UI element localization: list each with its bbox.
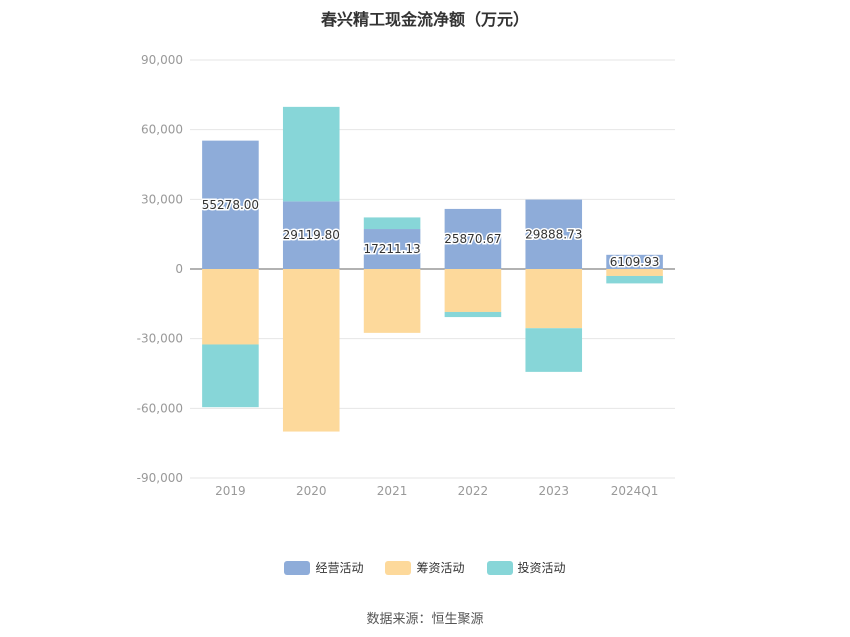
data-label: 17211.13 [363, 242, 420, 256]
bar-segment [525, 328, 583, 372]
legend-swatch [385, 560, 412, 575]
x-tick-label: 2019 [215, 484, 246, 498]
x-tick-label: 2021 [377, 484, 408, 498]
grid-lines [190, 59, 675, 479]
data-label: 6109.93 [610, 255, 660, 269]
bars [202, 106, 663, 432]
legend-swatch [486, 560, 513, 575]
legend-label: 筹资活动 [416, 561, 465, 575]
x-tick-label: 2020 [296, 484, 327, 498]
bar-segment [444, 208, 502, 269]
data-labels: 55278.00 29119.80 17211.13 25870.67 29888.73… [200, 196, 661, 270]
bar-chart: 55278.00 29119.80 17211.13 25870.67 29888.73… [137, 53, 675, 498]
legend-label: 投资活动 [517, 561, 566, 575]
x-tick-label: 2022 [458, 484, 489, 498]
x-tick-label: 2023 [538, 484, 569, 498]
y-tick-label: -60,000 [137, 401, 183, 415]
bar-segment [606, 254, 663, 269]
legend-item[interactable]: 投资活动 [486, 559, 566, 576]
data-label: 29119.80 [283, 228, 340, 242]
y-tick-label: 90,000 [141, 53, 183, 67]
data-label: 55278.00 [202, 198, 259, 212]
bar-segment [282, 269, 340, 432]
bar-segment [444, 311, 502, 318]
y-tick-label: 30,000 [141, 192, 183, 206]
y-tick-label: 60,000 [141, 123, 183, 137]
x-tick-label: 2024Q1 [611, 484, 659, 498]
bar-segment [282, 106, 340, 202]
data-label: 29888.73 [525, 227, 582, 241]
bar-segment [525, 199, 583, 269]
y-tick-label: -30,000 [137, 332, 183, 346]
bar-segment [363, 229, 421, 269]
y-tick-label: -90,000 [137, 471, 183, 485]
axes: 90,000 60,000 30,000 0 -30,000 -60,000 -90,000… [137, 53, 659, 498]
bar-segment [363, 217, 421, 230]
y-tick-label: 0 [175, 262, 183, 276]
bar-segment [202, 140, 259, 269]
bar-segment [606, 275, 663, 284]
legend-item[interactable]: 经营活动 [284, 559, 363, 576]
bar-segment [202, 269, 259, 345]
legend: 经营活动 筹资活动 投资活动 [0, 559, 850, 576]
bar-segment [282, 201, 340, 269]
legend-label: 经营活动 [315, 561, 364, 575]
legend-swatch [284, 560, 311, 575]
bar-segment [363, 269, 421, 333]
legend-item[interactable]: 筹资活动 [385, 559, 465, 576]
bar-segment [525, 269, 583, 329]
bar-segment [202, 344, 259, 408]
chart-title: 春兴精工现金流净额（万元） [320, 10, 529, 29]
data-label: 25870.67 [444, 232, 501, 246]
bar-segment [444, 269, 502, 312]
source-note: 数据来源：恒生聚源 [366, 612, 484, 627]
bar-segment [606, 269, 663, 276]
